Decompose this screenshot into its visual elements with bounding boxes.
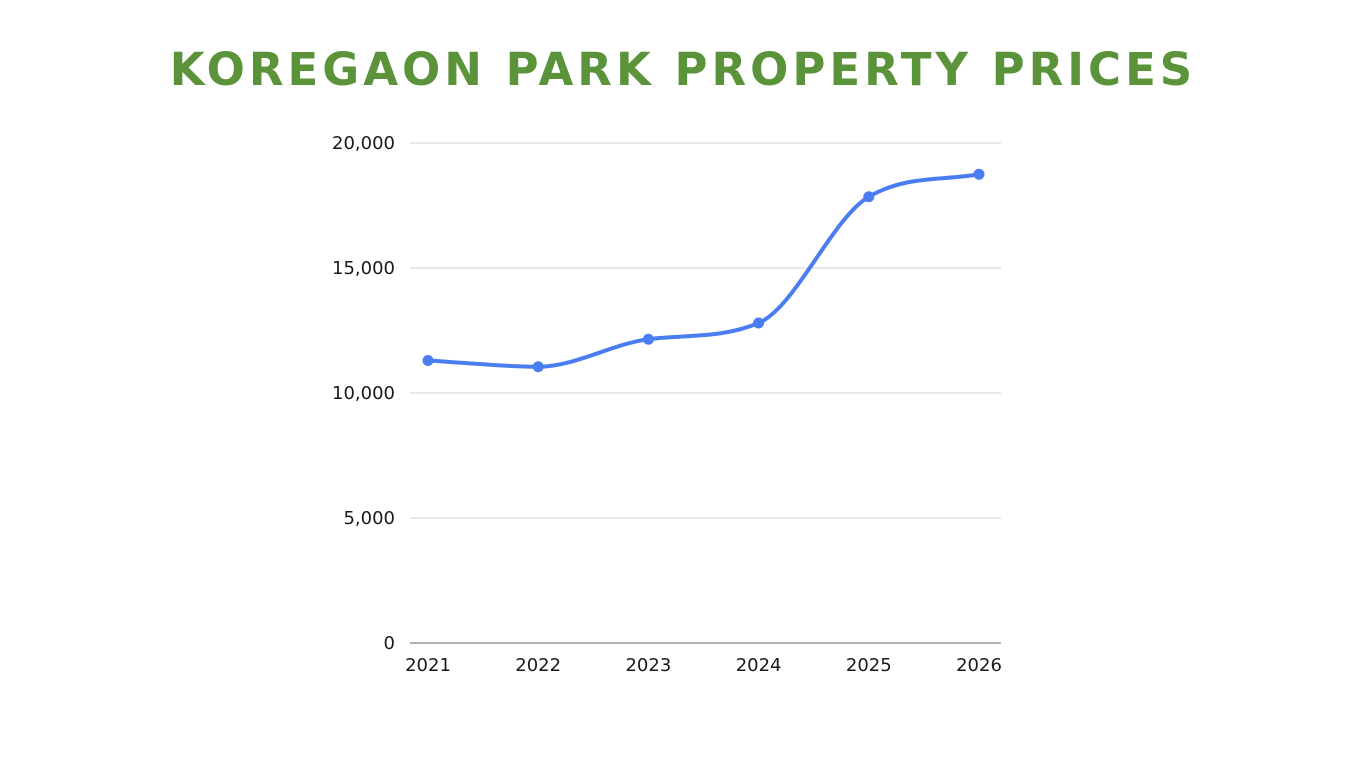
x-tick-label: 2025: [846, 655, 892, 676]
data-point-marker: [973, 168, 985, 180]
y-tick-label: 15,000: [332, 258, 395, 279]
x-tick-label: 2022: [515, 655, 561, 676]
series-layer: [422, 168, 985, 373]
y-tick-label: 0: [384, 633, 395, 654]
y-axis-tick-labels: 0 5,000 10,000 15,000 20,000: [332, 133, 395, 654]
data-point-marker: [422, 355, 434, 366]
grid-lines: [410, 142, 1001, 644]
data-point-marker: [753, 317, 765, 329]
y-tick-label: 5,000: [343, 508, 395, 529]
x-tick-label: 2021: [405, 655, 451, 676]
x-tick-label: 2026: [956, 655, 1002, 676]
y-tick-label: 20,000: [332, 133, 395, 154]
x-tick-label: 2023: [625, 655, 671, 676]
page-title: KOREGAON PARK PROPERTY PRICES: [169, 43, 1197, 96]
x-tick-label: 2024: [736, 655, 782, 676]
series-line: [426, 172, 981, 369]
data-point-marker: [863, 191, 875, 203]
data-point-marker: [642, 333, 654, 345]
x-axis-tick-labels: 2021 2022 2023 2024 2025 2026: [405, 655, 1002, 676]
y-tick-label: 10,000: [332, 383, 395, 404]
data-point-marker: [532, 361, 544, 373]
